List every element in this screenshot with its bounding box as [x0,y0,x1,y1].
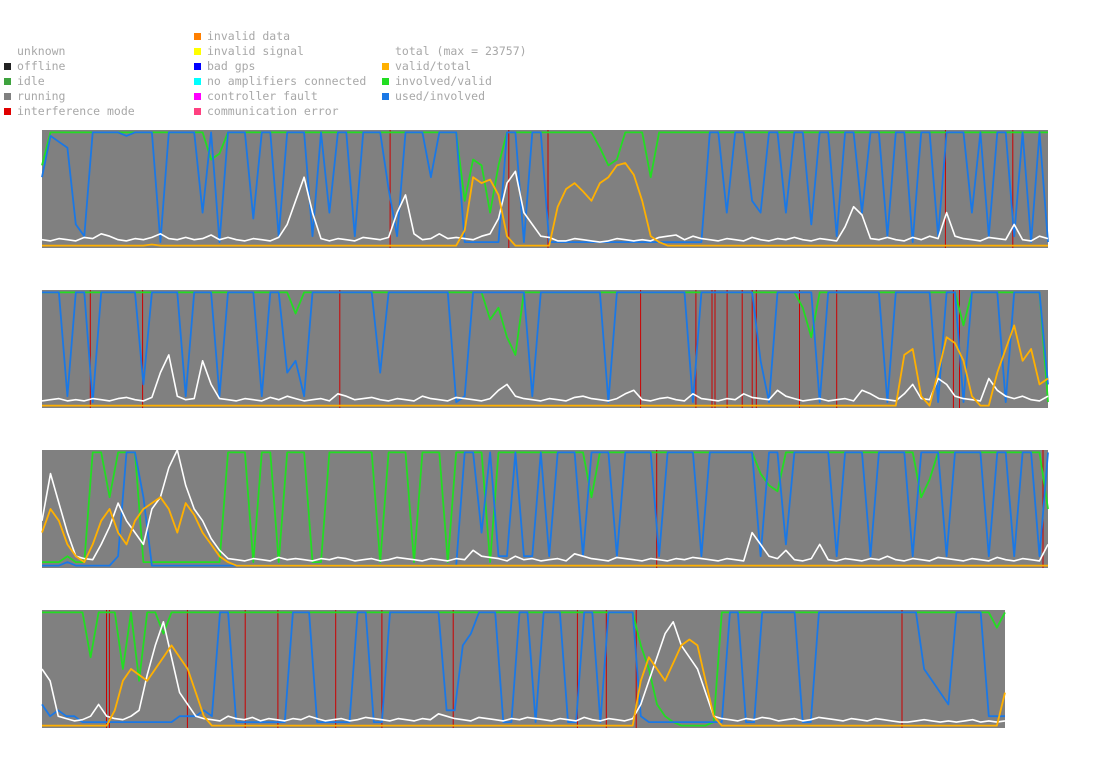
series-line-total [41,620,1006,723]
legend-item: offline [4,59,65,74]
legend-item: no amplifiers connected [194,74,366,89]
legend-item: idle [4,74,45,89]
legend-swatch [382,78,389,85]
legend-swatch [4,78,11,85]
series-line-used-involved [42,451,1049,567]
chart-strip [41,130,1049,248]
legend-swatch [194,108,201,115]
chart-strip [41,610,1006,728]
legend-swatch [4,93,11,100]
legend-item: interference mode [4,104,135,119]
series-line-total [41,449,1049,562]
legend-label: interference mode [17,104,135,118]
legend-swatch [194,78,201,85]
series-line-involved-valid [41,131,1048,214]
running-background [42,610,1005,728]
series-line-used-involved [42,291,1049,404]
legend-label: total (max = 23757) [395,44,527,58]
legend-label: unknown [17,44,66,58]
legend-item: invalid signal [194,44,304,59]
legend-swatch [382,93,389,100]
legend-item: valid/total [382,59,471,74]
series-line-valid-total [42,162,1048,247]
legend-label: involved/valid [395,74,492,88]
legend-label: bad gps [207,59,256,73]
legend-label: invalid signal [207,44,304,58]
legend-label: communication error [207,104,339,118]
legend-swatch [194,63,201,70]
legend-swatch [194,33,201,40]
legend-label: invalid data [207,29,291,43]
legend-item: involved/valid [382,74,492,89]
series-line-used-involved [41,131,1049,244]
series-line-total [41,354,1049,402]
legend: unknown offline idle running interference mo… [0,0,1095,125]
legend-label: valid/total [395,59,472,73]
legend-item: total (max = 23757) [382,44,527,59]
chart-strip [41,449,1049,568]
legend-swatch [194,48,201,55]
legend-label: running [17,89,66,103]
legend-item: controller fault [194,89,318,104]
legend-label: used/involved [395,89,486,103]
legend-label: controller fault [207,89,318,103]
legend-swatch [194,93,201,100]
legend-swatch [4,63,11,70]
series-line-valid-total [42,638,1006,727]
legend-item: running [4,89,65,104]
legend-label: no amplifiers connected [207,74,367,88]
legend-item: communication error [194,104,339,119]
legend-item: bad gps [194,59,255,74]
chart-strip [41,290,1049,408]
legend-item: unknown [4,44,65,59]
series-line-valid-total [42,324,1049,407]
legend-label: offline [17,59,66,73]
legend-swatch [382,63,389,70]
series-line-valid-total [41,496,1048,567]
legend-item: used/involved [382,89,485,104]
legend-label: idle [17,74,45,88]
legend-swatch [4,108,11,115]
series-line-total [41,170,1049,243]
legend-item: invalid data [194,29,290,44]
